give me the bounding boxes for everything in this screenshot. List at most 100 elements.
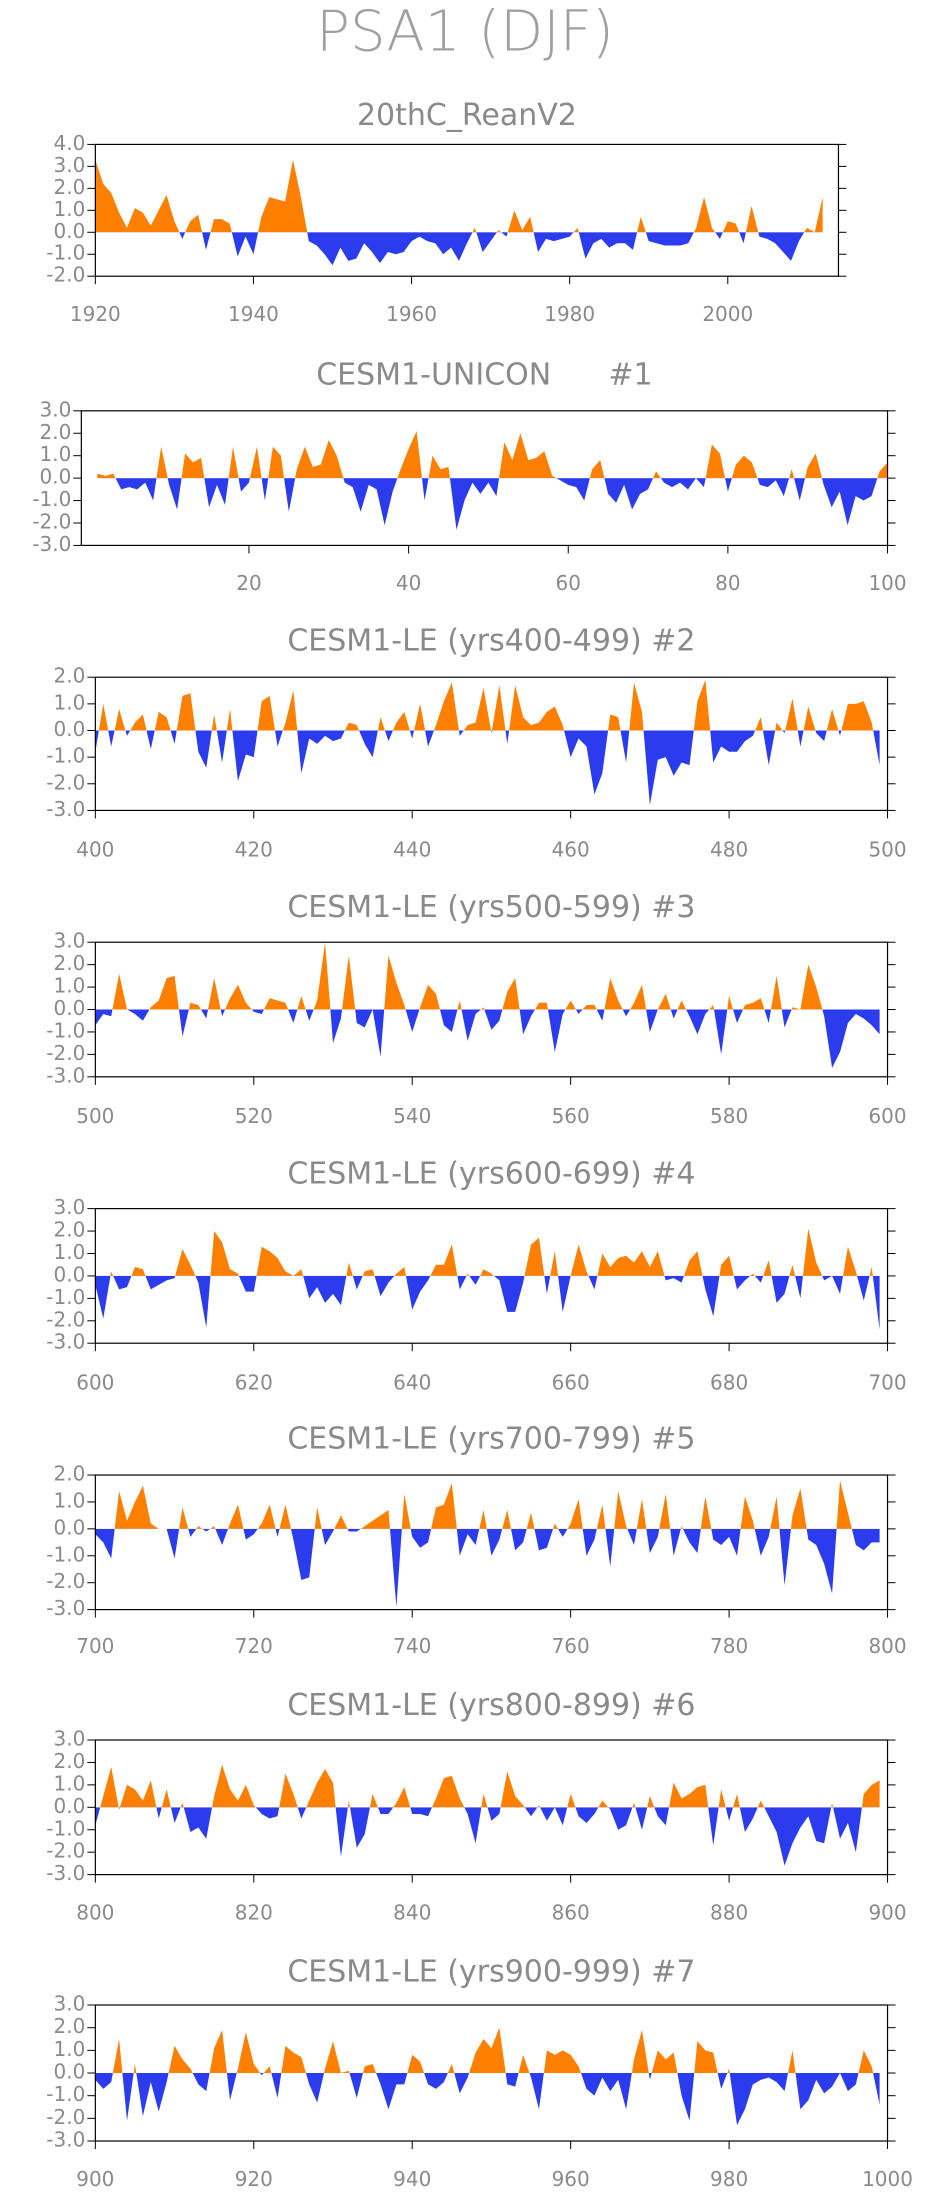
x-tick-label: 980 bbox=[710, 2167, 748, 2191]
y-tick-label: -1.0 bbox=[46, 2082, 85, 2106]
y-tick-label: -2.0 bbox=[32, 509, 71, 533]
y-tick-label: 1.0 bbox=[40, 442, 72, 466]
y-tick-label: 1.0 bbox=[54, 197, 86, 221]
y-tick-label: 1.0 bbox=[54, 1771, 86, 1795]
x-tick-label: 100 bbox=[868, 571, 906, 595]
panel-title: 20thC_ReanV2 bbox=[357, 98, 577, 133]
y-tick-label: 3.0 bbox=[54, 1992, 86, 2016]
y-tick-label: 2.0 bbox=[54, 1462, 86, 1486]
y-tick-label: 0.0 bbox=[54, 1262, 86, 1286]
x-tick-label: 920 bbox=[235, 2167, 273, 2191]
x-tick-label: 860 bbox=[552, 1900, 590, 1924]
y-tick-label: 2.0 bbox=[54, 664, 86, 688]
y-tick-label: -3.0 bbox=[46, 1861, 85, 1885]
y-tick-label: 2.0 bbox=[54, 1218, 86, 1242]
y-tick-label: -2.0 bbox=[46, 1839, 85, 1863]
panel-title: CESM1-LE (yrs400-499) #2 bbox=[287, 624, 695, 659]
area-below bbox=[95, 1807, 880, 1866]
y-tick-label: 3.0 bbox=[54, 1727, 86, 1751]
x-tick-label: 760 bbox=[552, 1634, 590, 1658]
y-tick-label: 1.0 bbox=[54, 1488, 86, 1512]
area-below bbox=[97, 478, 888, 530]
x-tick-label: 720 bbox=[235, 1634, 273, 1658]
x-tick-label: 700 bbox=[868, 1370, 906, 1394]
panel-title: CESM1-LE (yrs900-999) #7 bbox=[287, 1954, 695, 1989]
area-above bbox=[112, 942, 823, 1010]
x-tick-label: 480 bbox=[710, 838, 748, 862]
x-tick-label: 600 bbox=[76, 1370, 114, 1394]
plot-frame bbox=[94, 143, 840, 277]
panel-title: CESM1-LE (yrs700-799) #5 bbox=[287, 1421, 695, 1456]
x-tick-label: 460 bbox=[552, 838, 590, 862]
x-tick-label: 1920 bbox=[70, 302, 121, 326]
y-tick-label: 3.0 bbox=[40, 397, 72, 421]
x-tick-label: 700 bbox=[76, 1634, 114, 1658]
y-tick-label: 3.0 bbox=[54, 929, 86, 953]
y-tick-label: -3.0 bbox=[46, 1330, 85, 1354]
y-tick-label: 2.0 bbox=[54, 175, 86, 199]
area-below bbox=[95, 232, 823, 266]
area-below bbox=[95, 1528, 880, 1607]
x-tick-label: 620 bbox=[235, 1370, 273, 1394]
x-tick-label: 900 bbox=[76, 2167, 114, 2191]
x-tick-label: 80 bbox=[715, 571, 740, 595]
x-tick-label: 800 bbox=[76, 1900, 114, 1924]
x-tick-label: 580 bbox=[710, 1104, 748, 1128]
y-tick-label: -1.0 bbox=[46, 1285, 85, 1309]
y-tick-label: -2.0 bbox=[46, 1041, 85, 1065]
x-tick-label: 520 bbox=[235, 1104, 273, 1128]
x-tick-label: 40 bbox=[396, 571, 421, 595]
y-tick-label: -1.0 bbox=[46, 1018, 85, 1042]
y-tick-label: 0.0 bbox=[54, 1515, 86, 1539]
x-tick-label: 740 bbox=[393, 1634, 431, 1658]
y-tick-label: 3.0 bbox=[54, 1195, 86, 1219]
figure-title: PSA1 (DJF) bbox=[316, 0, 614, 64]
y-tick-label: 0.0 bbox=[40, 465, 72, 489]
y-tick-label: -3.0 bbox=[46, 1063, 85, 1087]
y-tick-label: -3.0 bbox=[46, 797, 85, 821]
y-tick-label: 1.0 bbox=[54, 2037, 86, 2061]
x-tick-label: 880 bbox=[710, 1900, 748, 1924]
y-tick-label: 0.0 bbox=[54, 2060, 86, 2084]
x-tick-label: 940 bbox=[393, 2167, 431, 2191]
y-tick-label: -3.0 bbox=[46, 2128, 85, 2152]
y-tick-label: -2.0 bbox=[46, 770, 85, 794]
x-tick-label: 820 bbox=[235, 1900, 273, 1924]
y-tick-label: 0.0 bbox=[54, 219, 86, 243]
area-below bbox=[95, 2073, 880, 2126]
x-tick-label: 1980 bbox=[544, 302, 595, 326]
area-above bbox=[112, 2027, 874, 2074]
x-tick-label: 800 bbox=[868, 1634, 906, 1658]
x-tick-label: 1940 bbox=[228, 302, 279, 326]
y-tick-label: 1.0 bbox=[54, 1240, 86, 1264]
y-tick-label: 2.0 bbox=[54, 2014, 86, 2038]
x-tick-label: 20 bbox=[236, 571, 261, 595]
x-tick-label: 900 bbox=[868, 1900, 906, 1924]
area-above bbox=[100, 1764, 880, 1808]
y-tick-label: 0.0 bbox=[54, 1794, 86, 1818]
y-tick-label: -2.0 bbox=[46, 2105, 85, 2129]
area-below bbox=[95, 1009, 880, 1068]
y-tick-label: -3.0 bbox=[32, 532, 71, 556]
x-tick-label: 960 bbox=[552, 2167, 590, 2191]
y-tick-label: -2.0 bbox=[46, 1307, 85, 1331]
panel-title: CESM1-LE (yrs500-599) #3 bbox=[287, 890, 695, 925]
plot-frame bbox=[94, 1474, 889, 1611]
area-above bbox=[95, 159, 823, 233]
y-tick-label: -3.0 bbox=[46, 1596, 85, 1620]
area-below bbox=[95, 730, 880, 806]
x-tick-label: 400 bbox=[76, 838, 114, 862]
y-tick-label: -2.0 bbox=[46, 263, 85, 287]
plot-frame bbox=[94, 676, 889, 812]
x-tick-label: 60 bbox=[556, 571, 581, 595]
x-tick-label: 2000 bbox=[702, 302, 753, 326]
x-tick-label: 440 bbox=[393, 838, 431, 862]
area-below bbox=[95, 1275, 880, 1330]
x-tick-label: 840 bbox=[393, 1900, 431, 1924]
area-above bbox=[110, 1228, 873, 1276]
y-tick-label: 0.0 bbox=[54, 717, 86, 741]
panel-title: CESM1-LE (yrs600-699) #4 bbox=[287, 1156, 695, 1191]
y-tick-label: -1.0 bbox=[46, 1542, 85, 1566]
